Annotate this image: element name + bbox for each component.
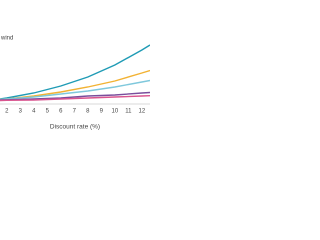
x-tick-label: 4 <box>32 109 36 115</box>
x-tick-label: 5 <box>46 109 50 115</box>
x-tick-label: 11 <box>125 109 132 115</box>
chart: wind Discount rate (%) 2 3 4 5 6 7 8 9 10 11 12 <box>0 36 150 131</box>
x-tick-label: 6 <box>59 109 63 115</box>
x-tick-label: 3 <box>19 109 23 115</box>
annotation: wind <box>0 36 13 42</box>
series-line <box>0 79 150 101</box>
x-tick-label: 12 <box>139 109 146 115</box>
series-line <box>0 95 150 102</box>
x-tick-label: 9 <box>100 109 104 115</box>
x-tick-label: 2 <box>5 109 9 115</box>
x-axis-title: Discount rate (%) <box>50 124 100 131</box>
series-line <box>0 44 150 100</box>
x-tick-label: 10 <box>112 109 119 115</box>
x-tick-label: 8 <box>86 109 90 115</box>
x-tick-label: 7 <box>73 109 77 115</box>
